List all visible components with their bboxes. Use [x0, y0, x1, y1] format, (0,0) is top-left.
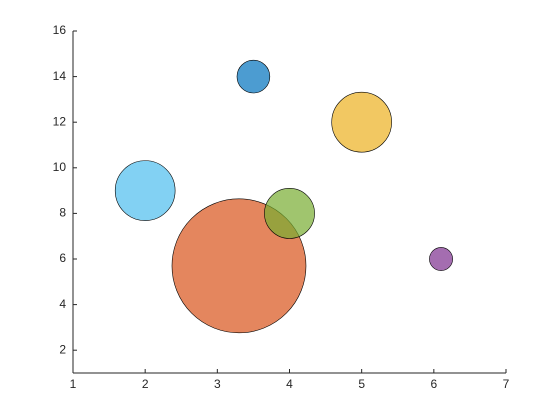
y-tick-label: 6: [59, 251, 66, 265]
x-tick-label: 3: [214, 377, 221, 391]
y-tick-label: 8: [59, 206, 66, 220]
y-tick-label: 2: [59, 342, 66, 356]
x-tick-label: 2: [142, 377, 149, 391]
y-tick-label: 16: [53, 23, 67, 37]
x-tick-label: 6: [430, 377, 437, 391]
x-tick-label: 1: [70, 377, 77, 391]
x-tick-label: 7: [503, 377, 510, 391]
y-tick-label: 4: [59, 297, 66, 311]
bubble: [114, 160, 176, 221]
y-tick-label: 14: [53, 69, 67, 83]
x-tick-label: 4: [286, 377, 293, 391]
x-tick-label: 5: [358, 377, 365, 391]
bubble: [236, 59, 271, 94]
bubble: [429, 247, 453, 271]
bubble: [264, 188, 315, 239]
bubble: [171, 198, 307, 334]
y-tick-label: 10: [53, 160, 67, 174]
y-tick-label: 12: [53, 114, 67, 128]
bubble: [331, 91, 392, 153]
